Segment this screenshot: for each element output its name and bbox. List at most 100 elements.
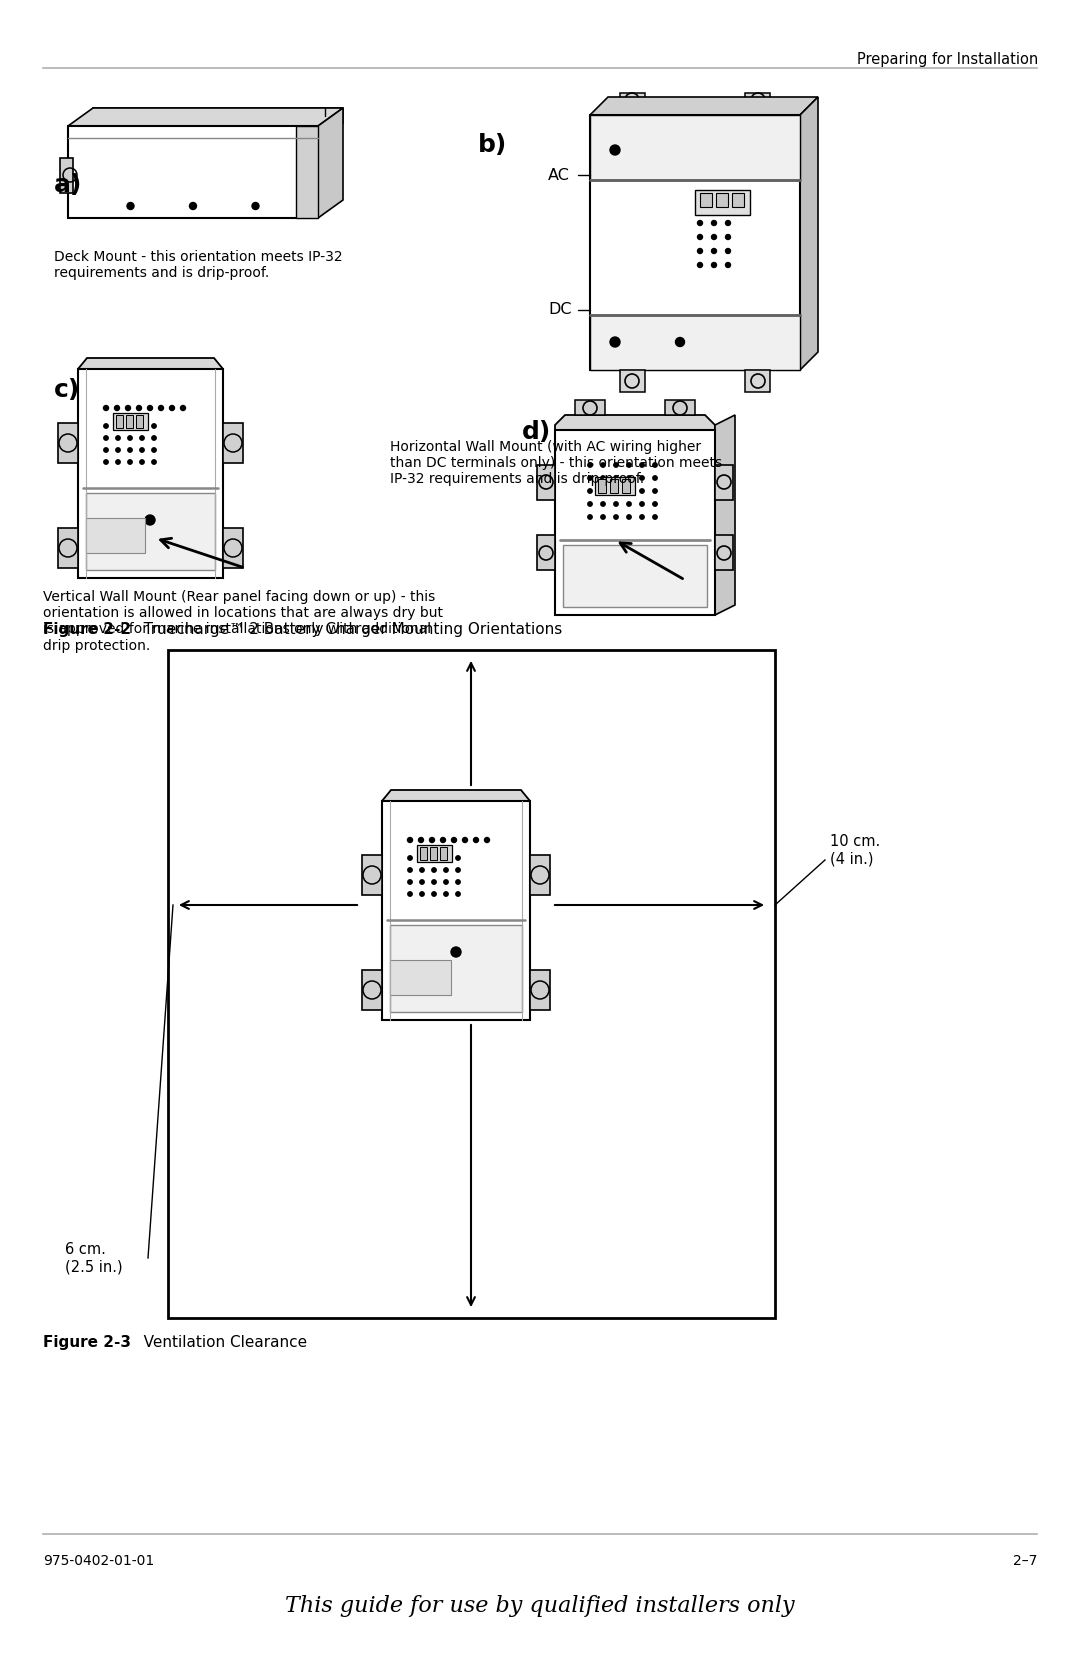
Circle shape [408, 868, 413, 873]
Polygon shape [296, 125, 318, 219]
Polygon shape [595, 477, 635, 496]
Text: Figure 2-2: Figure 2-2 [43, 623, 131, 638]
Circle shape [613, 489, 618, 494]
Polygon shape [800, 97, 818, 371]
Circle shape [444, 891, 448, 896]
Circle shape [407, 838, 413, 843]
Text: b): b) [478, 134, 508, 157]
Text: 6 cm.
(2.5 in.): 6 cm. (2.5 in.) [65, 1242, 123, 1273]
Circle shape [613, 476, 618, 481]
Circle shape [626, 514, 631, 519]
Circle shape [159, 406, 163, 411]
Polygon shape [60, 159, 73, 194]
Circle shape [712, 262, 716, 267]
Circle shape [104, 424, 108, 429]
Polygon shape [537, 536, 555, 571]
Circle shape [116, 436, 120, 441]
Polygon shape [665, 401, 696, 416]
Circle shape [456, 891, 460, 896]
Text: Ventilation Clearance: Ventilation Clearance [136, 1335, 307, 1350]
Polygon shape [58, 422, 78, 462]
Circle shape [444, 856, 448, 860]
Circle shape [456, 856, 460, 860]
Polygon shape [440, 846, 447, 860]
Circle shape [408, 891, 413, 896]
Circle shape [588, 489, 592, 494]
Polygon shape [732, 194, 744, 207]
Circle shape [600, 489, 605, 494]
Polygon shape [715, 536, 733, 571]
Circle shape [139, 459, 145, 464]
Circle shape [712, 235, 716, 239]
Circle shape [104, 436, 108, 441]
Circle shape [639, 462, 644, 467]
Text: Vertical Wall Mount (Rear panel facing down or up) - this
orientation is allowed: Vertical Wall Mount (Rear panel facing d… [43, 591, 443, 653]
Polygon shape [86, 492, 215, 571]
Circle shape [189, 202, 197, 210]
Circle shape [652, 462, 658, 467]
Circle shape [698, 249, 702, 254]
Circle shape [432, 868, 436, 873]
Circle shape [726, 249, 730, 254]
Circle shape [420, 856, 424, 860]
Polygon shape [715, 466, 733, 501]
Circle shape [441, 838, 446, 843]
Polygon shape [382, 801, 530, 1020]
Circle shape [626, 462, 631, 467]
Circle shape [104, 459, 108, 464]
Circle shape [430, 838, 434, 843]
Polygon shape [745, 371, 770, 392]
Circle shape [408, 880, 413, 885]
Polygon shape [530, 855, 550, 895]
Polygon shape [590, 315, 800, 371]
Circle shape [639, 514, 644, 519]
Circle shape [444, 868, 448, 873]
Polygon shape [417, 845, 453, 861]
Polygon shape [116, 416, 123, 427]
Circle shape [420, 880, 424, 885]
Circle shape [152, 436, 157, 441]
Circle shape [698, 262, 702, 267]
Polygon shape [696, 190, 750, 215]
Polygon shape [78, 357, 222, 381]
Polygon shape [362, 970, 382, 1010]
Circle shape [116, 459, 120, 464]
Circle shape [419, 838, 423, 843]
Circle shape [726, 220, 730, 225]
Circle shape [600, 514, 605, 519]
Circle shape [127, 424, 132, 429]
Polygon shape [58, 527, 78, 567]
Circle shape [613, 514, 618, 519]
Polygon shape [93, 108, 343, 124]
Circle shape [432, 856, 436, 860]
Polygon shape [575, 401, 605, 416]
Text: Preparing for Installation: Preparing for Installation [856, 52, 1038, 67]
Circle shape [127, 436, 132, 441]
Circle shape [600, 502, 605, 506]
Circle shape [626, 489, 631, 494]
Circle shape [712, 249, 716, 254]
Polygon shape [622, 479, 630, 492]
Circle shape [626, 502, 631, 506]
Polygon shape [745, 93, 770, 107]
Text: AC: AC [548, 167, 570, 182]
Circle shape [408, 856, 413, 860]
Circle shape [652, 514, 658, 519]
Circle shape [444, 880, 448, 885]
Polygon shape [590, 115, 800, 180]
Polygon shape [598, 479, 606, 492]
Circle shape [451, 946, 461, 956]
Polygon shape [362, 855, 382, 895]
Circle shape [600, 476, 605, 481]
Circle shape [170, 406, 175, 411]
Polygon shape [590, 97, 818, 115]
Polygon shape [620, 93, 645, 107]
Circle shape [712, 192, 716, 197]
Circle shape [712, 220, 716, 225]
Polygon shape [430, 846, 437, 860]
Circle shape [473, 838, 478, 843]
Polygon shape [222, 422, 243, 462]
Polygon shape [113, 412, 148, 431]
Circle shape [104, 447, 108, 452]
Circle shape [116, 447, 120, 452]
